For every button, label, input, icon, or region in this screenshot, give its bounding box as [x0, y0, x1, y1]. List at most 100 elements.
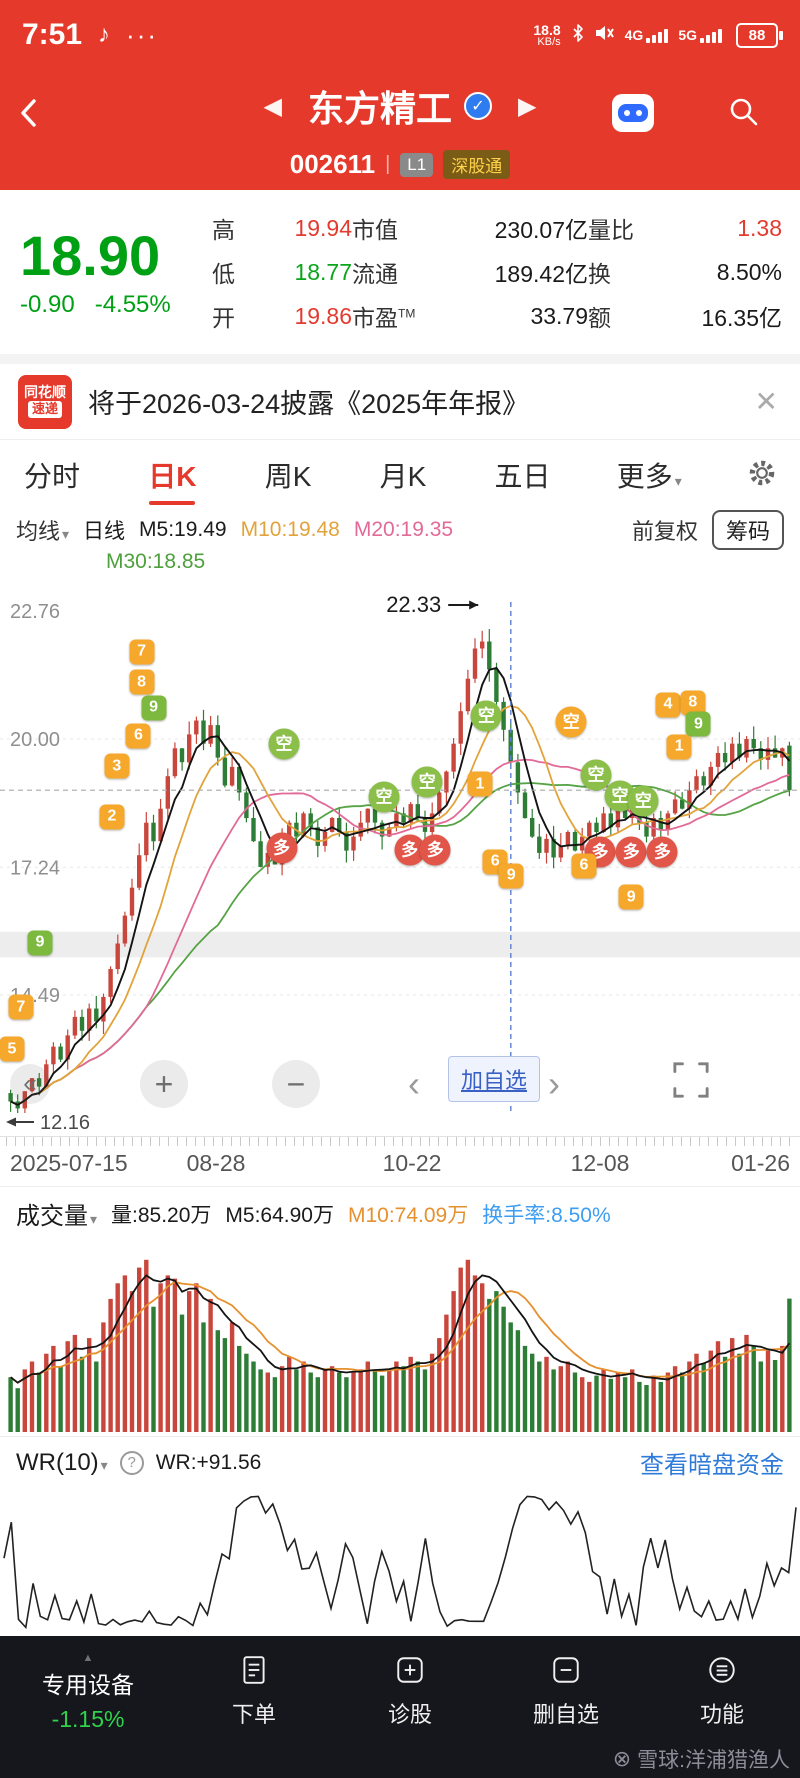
zoom-in-button[interactable]: + — [140, 1060, 188, 1108]
search-icon[interactable] — [726, 94, 760, 133]
quote-value-turnover: 8.50% — [716, 258, 782, 285]
signal-badge[interactable]: 8 — [129, 669, 155, 695]
news-text[interactable]: 将于2026-03-24披露《2025年年报》 — [88, 389, 530, 419]
tab-more[interactable]: 更多 ▾ — [616, 461, 682, 492]
ma-dropdown[interactable]: 均线 ▾ — [16, 519, 70, 544]
date-label: 01-26 — [731, 1150, 790, 1176]
quote-label: 流通 — [352, 261, 398, 287]
functions-button[interactable]: 功能 — [644, 1652, 800, 1778]
signal-badge[interactable]: 7 — [129, 639, 155, 665]
zoom-out-button[interactable]: − — [272, 1060, 320, 1108]
section-divider — [0, 354, 800, 364]
signal-badge[interactable]: 9 — [618, 884, 644, 910]
signal-badge[interactable]: 空 — [627, 785, 659, 817]
dark-pool-link[interactable]: 查看暗盘资金 — [640, 1452, 784, 1479]
signal-badge[interactable]: 多 — [266, 832, 298, 864]
signal-badge[interactable]: 9 — [141, 695, 167, 721]
kline-canvas: 22.76 20.00 17.24 14.49 22.33 12.16 — [0, 576, 800, 1136]
diagnose-stock-button[interactable]: 诊股 — [332, 1652, 488, 1778]
ai-assistant-icon[interactable] — [612, 94, 654, 132]
back-button[interactable] — [16, 96, 42, 135]
wr-header: WR(10) ▾ ? WR:+91.56 查看暗盘资金 — [0, 1436, 800, 1488]
price-change: -0.90 -4.55% — [20, 290, 171, 318]
tab-monthly-k[interactable]: 月K — [379, 461, 427, 492]
tab-intraday[interactable]: 分时 — [24, 461, 81, 492]
volume-value: 量:85.20万 — [111, 1203, 212, 1227]
wr-dropdown[interactable]: WR(10) ▾ — [16, 1448, 108, 1476]
verified-badge-icon: ✓ — [464, 92, 492, 120]
signal-badge[interactable]: 空 — [368, 781, 400, 813]
ma10-value: M10:19.48 — [240, 518, 340, 541]
wr-chart[interactable] — [0, 1488, 800, 1636]
signal-badge[interactable]: 空 — [268, 728, 300, 760]
quote-value-high: 19.94 — [294, 214, 352, 241]
chips-button[interactable]: 筹码 — [711, 510, 784, 550]
volume-ma10: M10:74.09万 — [347, 1203, 469, 1227]
signal-badge[interactable]: 1 — [467, 771, 493, 797]
quote-label: 市盈TM — [352, 305, 416, 331]
divider: | — [385, 153, 391, 175]
fullscreen-icon[interactable] — [672, 1061, 710, 1104]
volume-chart[interactable] — [0, 1240, 800, 1436]
news-banner[interactable]: 同花顺 速递 将于2026-03-24披露《2025年年报》 ✕ — [0, 364, 800, 440]
close-icon[interactable]: ✕ — [754, 386, 778, 417]
prev-page-button[interactable]: ‹ — [408, 1063, 420, 1104]
help-icon[interactable]: ? — [119, 1450, 144, 1475]
signal-badge[interactable]: 1 — [666, 734, 692, 760]
signal-badge[interactable]: 9 — [685, 711, 711, 737]
collapse-button[interactable]: « — [10, 1064, 50, 1104]
svg-text:22.76: 22.76 — [10, 601, 60, 623]
remove-icon — [550, 1654, 582, 1691]
prev-stock-button[interactable]: ◀ — [263, 92, 282, 120]
adjust-mode-label[interactable]: 前复权 — [631, 519, 698, 544]
signal-badge[interactable]: 4 — [655, 692, 681, 718]
signal-badge[interactable]: 多 — [646, 836, 678, 868]
quote-label: 额 — [588, 305, 611, 331]
signal-badge[interactable]: 5 — [0, 1036, 25, 1062]
wr-value: WR:+91.56 — [155, 1450, 262, 1474]
app-header: ◀ 东方精工 ✓ ▶ 002611 | L1 深股通 — [0, 70, 800, 190]
signal-badge[interactable]: 9 — [498, 863, 524, 889]
next-page-button[interactable]: › — [548, 1063, 560, 1104]
remove-watchlist-button[interactable]: 删自选 — [488, 1652, 644, 1778]
ma-period-label: 日线 — [83, 520, 126, 543]
svg-text:17.24: 17.24 — [10, 857, 60, 879]
tab-five-day[interactable]: 五日 — [494, 461, 551, 492]
level-badge: L1 — [400, 152, 434, 177]
tab-daily-k[interactable]: 日K — [146, 445, 198, 505]
signal-badge[interactable]: 空 — [580, 759, 612, 791]
signal-badge[interactable]: 空 — [555, 706, 587, 738]
signal-badge[interactable]: 空 — [411, 766, 443, 798]
tab-weekly-k[interactable]: 周K — [264, 461, 312, 492]
signal-badge[interactable]: 6 — [571, 853, 597, 879]
signal-badge[interactable]: 2 — [99, 804, 125, 830]
place-order-button[interactable]: 下单 — [176, 1652, 332, 1778]
date-label: 12-08 — [570, 1150, 630, 1176]
date-label: 10-22 — [382, 1150, 442, 1176]
volume-dropdown[interactable]: 成交量 ▾ — [16, 1203, 98, 1230]
signal-badge[interactable]: 空 — [470, 700, 502, 732]
watermark: ⊗ 雪球:洋浦猎渔人 — [612, 1746, 790, 1772]
quote-grid: 高 19.94 市值 230.07亿 量比 1.38 低 18.77 流通 18… — [212, 206, 800, 338]
signal-badge[interactable]: 多 — [615, 836, 647, 868]
signal-badge[interactable]: 9 — [27, 930, 53, 956]
sector-change: -1.15% — [51, 1706, 125, 1732]
add-watchlist-button[interactable]: 加自选 — [448, 1056, 541, 1102]
ma30-value: M30:18.85 — [106, 550, 206, 573]
chart-settings-icon[interactable] — [746, 457, 778, 494]
signal-badge[interactable]: 8 — [680, 690, 706, 716]
bluetooth-icon — [571, 23, 585, 48]
axis-ticks — [6, 1137, 794, 1146]
signal-badge[interactable]: 7 — [8, 994, 34, 1020]
expand-caret-icon[interactable]: ▲ — [82, 1652, 94, 1664]
connect-badge: 深股通 — [443, 150, 511, 179]
ma5-value: M5:19.49 — [139, 518, 227, 541]
next-stock-button[interactable]: ▶ — [518, 92, 537, 120]
sector-quote[interactable]: ▲ 专用设备 -1.15% — [0, 1652, 176, 1778]
signal-badge[interactable]: 3 — [104, 753, 130, 779]
signal-badge[interactable]: 多 — [419, 834, 451, 866]
signal-badge[interactable]: 6 — [125, 723, 151, 749]
